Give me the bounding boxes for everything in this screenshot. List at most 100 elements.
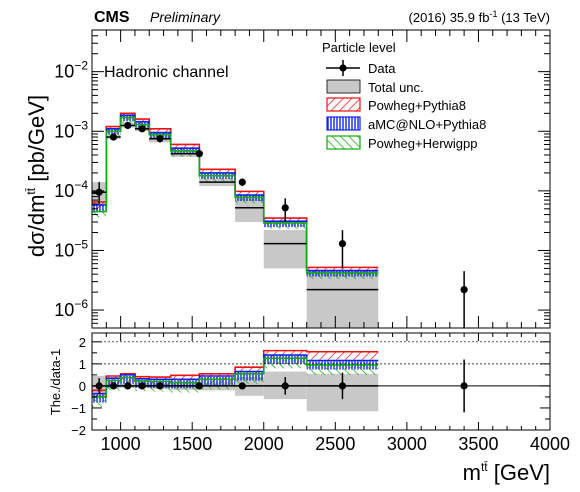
ratio-y-tick-label-3: 1	[79, 357, 86, 372]
main-phw-bin-2	[121, 118, 135, 328]
legend-title: Particle level	[322, 40, 396, 55]
main-unc-band-bin-8	[263, 230, 307, 269]
legend-swatch-amcnlo-pythia8	[326, 116, 361, 131]
main-phw-bin-3	[135, 124, 149, 328]
main-phw-bin-8	[264, 223, 307, 328]
x-tick-label-2500: 2500	[315, 434, 355, 454]
ratio-axes: 1000 1500 2000 2500 3000 3500 4000 −2 −1 0 1 2	[71, 333, 570, 454]
lumi-suffix: (13 TeV)	[497, 10, 550, 25]
lumi-exponent: -1	[489, 9, 497, 19]
ratio-y-tick-label-2: 0	[79, 379, 86, 394]
x-tick-label-4000: 4000	[530, 434, 570, 454]
main-phw-bin-1	[106, 131, 120, 328]
legend-entry-powheg-herwigpp: Powheg+Herwigpp	[326, 135, 477, 151]
ratio-data-point-2	[124, 382, 132, 390]
main-phw-strip-7	[235, 197, 264, 204]
legend-swatch-powheg-herwigpp	[326, 135, 361, 150]
x-axis-title-main: m	[463, 460, 481, 485]
main-y-tick-label-exp-3: −3	[74, 118, 88, 132]
main-phw-strip-9	[306, 272, 379, 279]
main-y-axis-title-main: dσ/dm	[24, 195, 49, 258]
main-y-tick-label-exp-0: −6	[74, 297, 88, 311]
preliminary-label: Preliminary	[150, 9, 221, 25]
legend-label-amcnlo-pythia8: aMC@NLO+Pythia8	[368, 117, 486, 132]
ratio-amc-strip-8	[263, 356, 307, 365]
legend: Particle level Data Total unc. Powheg+Py…	[322, 40, 486, 151]
lumi-label: (2016) 35.9 fb-1 (13 TeV)	[409, 9, 550, 25]
ratio-phw-strip-9	[306, 366, 379, 375]
main-y-tick-label-base-2: 10	[54, 181, 74, 201]
main-phw-bin-9	[307, 273, 379, 328]
ratio-phw-strip-5	[170, 384, 200, 393]
main-phw-line	[92, 116, 379, 274]
ratio-amc-strip-5	[170, 380, 200, 389]
main-data-point-1	[109, 133, 118, 141]
main-y-axis: 10−610−510−410−310−2	[54, 29, 550, 329]
main-y-axis-title-units: [pb/GeV]	[24, 95, 49, 188]
ratio-plot-area	[92, 341, 550, 413]
main-unc-band-bin-9	[306, 271, 379, 328]
ratio-phw-strip-7	[235, 375, 264, 384]
main-phw-bin-5	[171, 151, 200, 328]
ratio-pp8-strip-9	[306, 351, 379, 360]
main-y-tick-label-3: 10−3	[54, 118, 88, 141]
ratio-data-point-4	[156, 382, 164, 390]
legend-swatch-powheg-pythia8	[326, 97, 361, 112]
main-phw-bin-6	[199, 176, 235, 328]
x-axis-title-sup: tt̄	[481, 460, 488, 474]
ratio-data-point-1	[109, 382, 118, 390]
legend-label-powheg-pythia8: Powheg+Pythia8	[368, 98, 466, 113]
main-data-point-5	[195, 150, 203, 158]
main-y-tick-label-base-1: 10	[54, 240, 74, 260]
cms-label: CMS	[94, 9, 130, 26]
main-data-point-3	[138, 125, 146, 133]
main-y-tick-label-1: 10−5	[54, 237, 88, 260]
ratio-y-tick-label-4: 2	[79, 335, 86, 350]
x-tick-label-1500: 1500	[172, 434, 212, 454]
main-y-tick-label-exp-4: −2	[74, 59, 88, 73]
x-tick-label-2000: 2000	[244, 434, 284, 454]
main-data-point-6	[238, 178, 246, 186]
main-data-point-7	[281, 204, 289, 212]
main-phw-strip-8	[263, 222, 307, 229]
legend-data-marker	[339, 64, 347, 72]
main-y-tick-label-2: 10−4	[54, 178, 88, 201]
main-y-tick-label-base-3: 10	[54, 121, 74, 141]
ratio-y-axis-title: The./data-1	[48, 349, 63, 416]
legend-swatch-total-unc	[326, 79, 361, 94]
x-tick-label-3000: 3000	[387, 434, 427, 454]
channel-label: Hadronic channel	[104, 64, 229, 81]
x-axis-title-units: [GeV]	[488, 460, 550, 485]
main-y-tick-label-base-4: 10	[54, 62, 74, 82]
legend-label-total-unc: Total unc.	[368, 80, 424, 95]
main-phw-bin-4	[149, 135, 170, 328]
main-data-point-0	[95, 188, 103, 196]
main-data-point-8	[338, 240, 347, 248]
ratio-y-tick-label-1: −1	[71, 401, 86, 416]
main-y-tick-label-exp-1: −5	[74, 237, 88, 251]
legend-label-powheg-herwigpp: Powheg+Herwigpp	[368, 136, 477, 151]
main-unc-band-bin-7	[235, 198, 264, 223]
main-y-tick-label-exp-2: −4	[74, 178, 88, 192]
main-y-tick-label-base-0: 10	[54, 300, 74, 320]
legend-entry-total-unc: Total unc.	[326, 79, 424, 95]
main-y-tick-label-4: 10−2	[54, 59, 88, 82]
ratio-data-point-3	[138, 382, 146, 390]
ratio-phw-strip-0	[92, 398, 107, 407]
main-y-axis-title-sup: tt̄	[24, 187, 38, 194]
main-phw-strip-0	[92, 211, 107, 218]
main-y-axis-title: dσ/dmtt̄ [pb/GeV]	[24, 95, 49, 257]
main-phw-bin-7	[235, 197, 264, 328]
ratio-phw-strip-8	[263, 360, 307, 369]
ratio-data-point-9	[460, 382, 468, 390]
main-phw-strip-6	[199, 175, 236, 182]
ratio-amc-strip-6	[199, 376, 236, 385]
main-data-point-2	[124, 121, 132, 130]
legend-entry-powheg-pythia8: Powheg+Pythia8	[326, 97, 466, 113]
main-phw-strip-2	[120, 117, 135, 124]
main-data-point-9	[460, 286, 468, 294]
x-tick-label-1000: 1000	[101, 434, 141, 454]
x-axis-title: mtt̄ [GeV]	[463, 460, 550, 485]
x-tick-label-3500: 3500	[458, 434, 498, 454]
legend-entry-data: Data	[326, 60, 396, 76]
